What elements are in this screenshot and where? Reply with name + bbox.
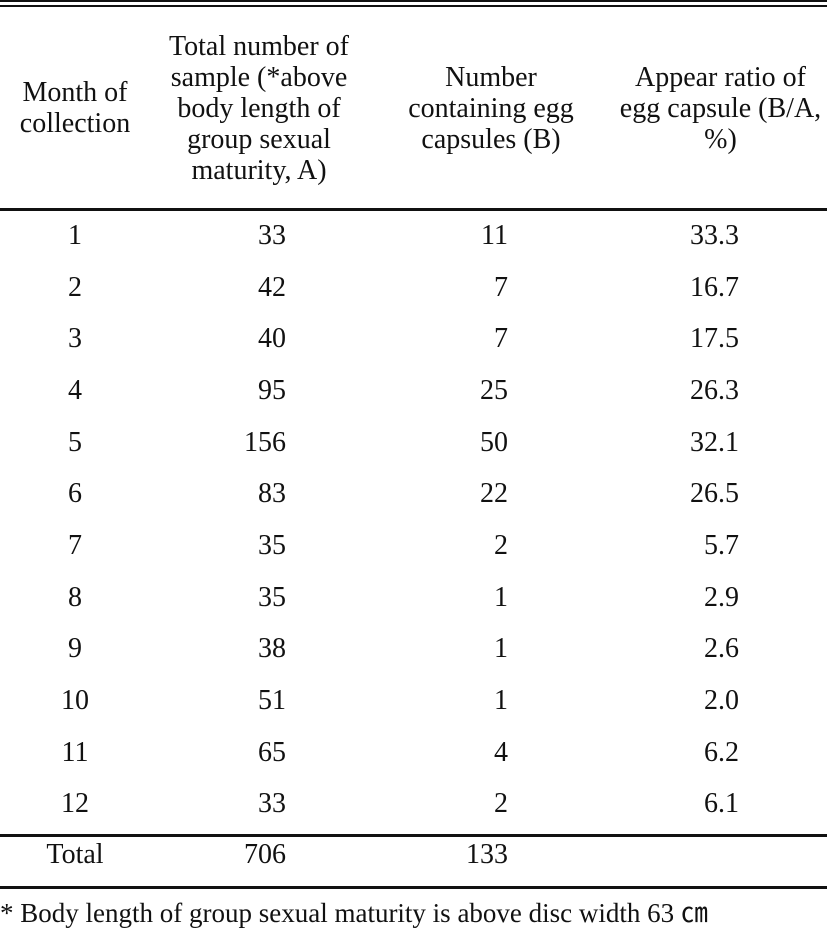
- cell-total-sample: 42: [258, 271, 286, 303]
- cell-total-sample: 33: [258, 788, 286, 820]
- cell-appear-ratio: 33.3: [690, 219, 739, 251]
- table-row: 12 33 2 6.1: [0, 779, 827, 831]
- footer-rule: [0, 834, 827, 837]
- cell-appear-ratio: 17.5: [690, 323, 739, 355]
- cell-egg-capsules: 7: [494, 323, 508, 355]
- cell-appear-ratio: 5.7: [704, 529, 739, 561]
- cell-total-sample: 65: [258, 736, 286, 768]
- table-row: 10 51 1 2.0: [0, 675, 827, 727]
- cell-appear-ratio: 16.7: [690, 271, 739, 303]
- cell-appear-ratio: 26.5: [690, 478, 739, 510]
- cell-month: 1: [68, 219, 82, 251]
- cell-month: 9: [68, 633, 82, 665]
- table-row: 2 42 7 16.7: [0, 262, 827, 314]
- cell-egg-capsules: 2: [494, 529, 508, 561]
- cell-total-sample: 83: [258, 478, 286, 510]
- top-rule: [0, 0, 827, 2]
- cell-egg-capsules: 25: [480, 374, 508, 406]
- cell-total-sample: 38: [258, 633, 286, 665]
- header-egg-capsules: Number containing egg capsules (B): [408, 61, 574, 155]
- cell-month: 11: [61, 736, 89, 768]
- cell-egg-capsules: 22: [480, 478, 508, 510]
- cell-appear-ratio: 6.1: [704, 788, 739, 820]
- table-row: 3 40 7 17.5: [0, 313, 827, 365]
- table-row: 11 65 4 6.2: [0, 727, 827, 779]
- cell-egg-capsules: 11: [481, 219, 508, 251]
- cell-total-sample: 33: [258, 219, 286, 251]
- cell-appear-ratio: 26.3: [690, 374, 739, 406]
- cell-total-sample: 35: [258, 581, 286, 613]
- table-row: 5 156 50 32.1: [0, 417, 827, 469]
- table-row: 4 95 25 26.3: [0, 365, 827, 417]
- cell-appear-ratio: 2.6: [704, 633, 739, 665]
- table-row: 1 33 11 33.3: [0, 210, 827, 262]
- top-rule-inner: [0, 5, 827, 7]
- cell-egg-capsules: 1: [494, 633, 508, 665]
- header-total-sample: Total number of sample (*above body leng…: [169, 30, 349, 186]
- total-eggs-sum: 133: [466, 839, 508, 871]
- cell-total-sample: 35: [258, 529, 286, 561]
- cell-month: 10: [61, 685, 89, 717]
- cell-total-sample: 156: [244, 426, 286, 458]
- cell-month: 3: [68, 323, 82, 355]
- table-row: 9 38 1 2.6: [0, 624, 827, 676]
- total-row: Total 706 133: [0, 830, 827, 880]
- cell-total-sample: 51: [258, 685, 286, 717]
- cell-month: 7: [68, 529, 82, 561]
- cell-egg-capsules: 1: [494, 581, 508, 613]
- cell-egg-capsules: 1: [494, 685, 508, 717]
- cell-appear-ratio: 32.1: [690, 426, 739, 458]
- cell-appear-ratio: 6.2: [704, 736, 739, 768]
- cell-month: 12: [61, 788, 89, 820]
- cell-egg-capsules: 4: [494, 736, 508, 768]
- header-month: Month of collection: [19, 77, 131, 139]
- header-appear-ratio: Appear ratio of egg capsule (B/A, %): [619, 61, 822, 155]
- total-label: Total: [46, 839, 104, 871]
- cell-total-sample: 95: [258, 374, 286, 406]
- header-row: Month of collection Total number of samp…: [0, 6, 827, 210]
- header-rule: [0, 208, 827, 211]
- cell-month: 4: [68, 374, 82, 406]
- cell-egg-capsules: 2: [494, 788, 508, 820]
- cell-appear-ratio: 2.9: [704, 581, 739, 613]
- cell-month: 2: [68, 271, 82, 303]
- cell-egg-capsules: 7: [494, 271, 508, 303]
- cell-appear-ratio: 2.0: [704, 685, 739, 717]
- cell-month: 6: [68, 478, 82, 510]
- bottom-rule: [0, 886, 827, 889]
- table-row: 6 83 22 26.5: [0, 468, 827, 520]
- cell-month: 5: [68, 426, 82, 458]
- table-row: 7 35 2 5.7: [0, 520, 827, 572]
- cell-total-sample: 40: [258, 323, 286, 355]
- cell-egg-capsules: 50: [480, 426, 508, 458]
- total-sample-sum: 706: [244, 839, 286, 871]
- egg-capsule-table: Month of collection Total number of samp…: [0, 6, 827, 880]
- table-row: 8 35 1 2.9: [0, 572, 827, 624]
- cell-month: 8: [68, 581, 82, 613]
- footnote: * Body length of group sexual maturity i…: [0, 898, 708, 928]
- total-ratio: [614, 830, 827, 880]
